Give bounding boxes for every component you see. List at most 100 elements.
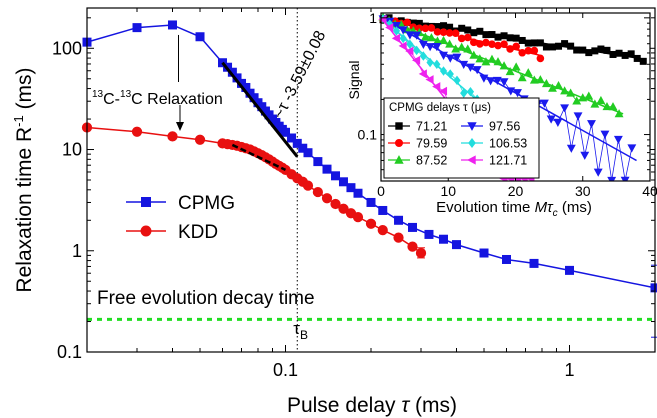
inset-point bbox=[470, 38, 478, 47]
inset-point bbox=[425, 75, 434, 84]
inset-point bbox=[445, 39, 455, 48]
inset-point bbox=[405, 46, 414, 56]
legend-label-kdd: KDD bbox=[178, 222, 218, 243]
inset-point bbox=[524, 39, 532, 47]
inset-point bbox=[486, 77, 496, 86]
inset-point bbox=[420, 32, 430, 41]
series-kdd bbox=[81, 122, 427, 259]
y-tick-label: 10 bbox=[62, 140, 82, 160]
inset-legend-label: 106.53 bbox=[489, 137, 527, 151]
kdd-point bbox=[352, 211, 364, 223]
cpmg-point bbox=[346, 183, 356, 193]
inset-point bbox=[572, 96, 582, 105]
inset-point bbox=[546, 115, 556, 124]
cpmg-point bbox=[424, 229, 434, 239]
inset-point bbox=[399, 33, 407, 44]
legend-label-cpmg: CPMG bbox=[178, 193, 235, 214]
inset-point bbox=[505, 66, 515, 76]
kdd-point bbox=[194, 134, 206, 145]
cpmg-point bbox=[338, 177, 348, 187]
inset-legend-marker bbox=[395, 122, 403, 130]
inset-point bbox=[446, 69, 454, 79]
fit-line bbox=[221, 61, 299, 158]
inset-point bbox=[554, 80, 563, 90]
inset-point bbox=[512, 42, 520, 51]
inset-point bbox=[530, 46, 539, 55]
inset-legend-marker bbox=[394, 138, 404, 148]
inset-point bbox=[487, 54, 497, 63]
inset-series-87-52 bbox=[378, 12, 624, 118]
legend-marker-kdd bbox=[140, 225, 152, 237]
cpmg-point bbox=[378, 205, 388, 215]
inset-point bbox=[463, 33, 472, 42]
inset-point bbox=[476, 40, 484, 48]
free-evolution-label: Free evolution decay time bbox=[97, 288, 315, 309]
inset-point bbox=[398, 41, 407, 51]
inset-point bbox=[385, 23, 394, 32]
inset-x-tick-label: 20 bbox=[508, 183, 524, 199]
inset-point bbox=[529, 75, 539, 84]
inset-point bbox=[511, 62, 521, 71]
inset-point bbox=[398, 26, 408, 35]
inset-point bbox=[445, 54, 455, 63]
kdd-fit-line bbox=[231, 143, 287, 171]
cpmg-point bbox=[167, 20, 177, 30]
inset-y-axis-label: Signal bbox=[346, 61, 362, 100]
tau-b-label: τB bbox=[293, 319, 308, 342]
inset-point bbox=[439, 66, 448, 76]
inset-point bbox=[392, 26, 401, 36]
inset-point bbox=[593, 168, 603, 177]
kdd-point bbox=[338, 203, 349, 214]
inset-legend-marker bbox=[467, 155, 476, 165]
inset-point bbox=[627, 144, 637, 153]
inset-point bbox=[406, 39, 414, 49]
inset-point bbox=[539, 99, 549, 108]
cpmg-point bbox=[394, 215, 404, 225]
inset-point bbox=[506, 34, 514, 42]
inset-point bbox=[500, 40, 508, 48]
inset-point bbox=[494, 33, 502, 41]
y-axis-label: Relaxation time R-1 (ms) bbox=[11, 67, 36, 292]
kdd-point bbox=[330, 198, 341, 210]
inset-point bbox=[439, 35, 448, 44]
inset-point bbox=[451, 44, 461, 53]
cpmg-point bbox=[292, 138, 302, 148]
inset-point bbox=[513, 89, 522, 98]
cpmg-point bbox=[565, 265, 575, 275]
inset-point bbox=[457, 42, 467, 51]
cpmg-point bbox=[322, 164, 332, 174]
y-tick-label: 100 bbox=[52, 38, 82, 58]
inset-point bbox=[481, 57, 491, 66]
y-tick-label: 1 bbox=[72, 241, 82, 261]
inset-point bbox=[494, 41, 502, 50]
inset-point bbox=[460, 88, 468, 98]
inset-point bbox=[439, 51, 448, 60]
x-tick-label: 1 bbox=[564, 360, 574, 380]
inset-point bbox=[553, 118, 563, 127]
inset-point bbox=[418, 69, 427, 79]
fit-label: ~τ -3.59±0.08 bbox=[270, 28, 329, 122]
inset-point bbox=[482, 31, 490, 39]
inset-point bbox=[541, 78, 551, 88]
inset-point bbox=[597, 45, 605, 53]
inset-point bbox=[627, 50, 635, 58]
inset-point bbox=[584, 91, 594, 100]
cpmg-point bbox=[408, 222, 418, 232]
inset-point bbox=[425, 43, 435, 52]
kdd-point bbox=[312, 186, 323, 198]
inset-point bbox=[639, 57, 647, 65]
inset-point bbox=[412, 31, 422, 40]
kdd-point bbox=[365, 218, 377, 229]
inset-point bbox=[566, 144, 576, 153]
inset-legend-label: 79.59 bbox=[416, 137, 447, 151]
inset-point bbox=[512, 34, 520, 42]
inset-point bbox=[405, 31, 415, 40]
inset-legend-marker bbox=[467, 122, 477, 131]
inset-point bbox=[573, 46, 581, 54]
annotation-arrowhead bbox=[176, 122, 184, 131]
inset-point bbox=[470, 29, 478, 37]
inset-point bbox=[591, 47, 599, 55]
cpmg-point bbox=[353, 188, 363, 198]
inset-point bbox=[457, 34, 466, 43]
